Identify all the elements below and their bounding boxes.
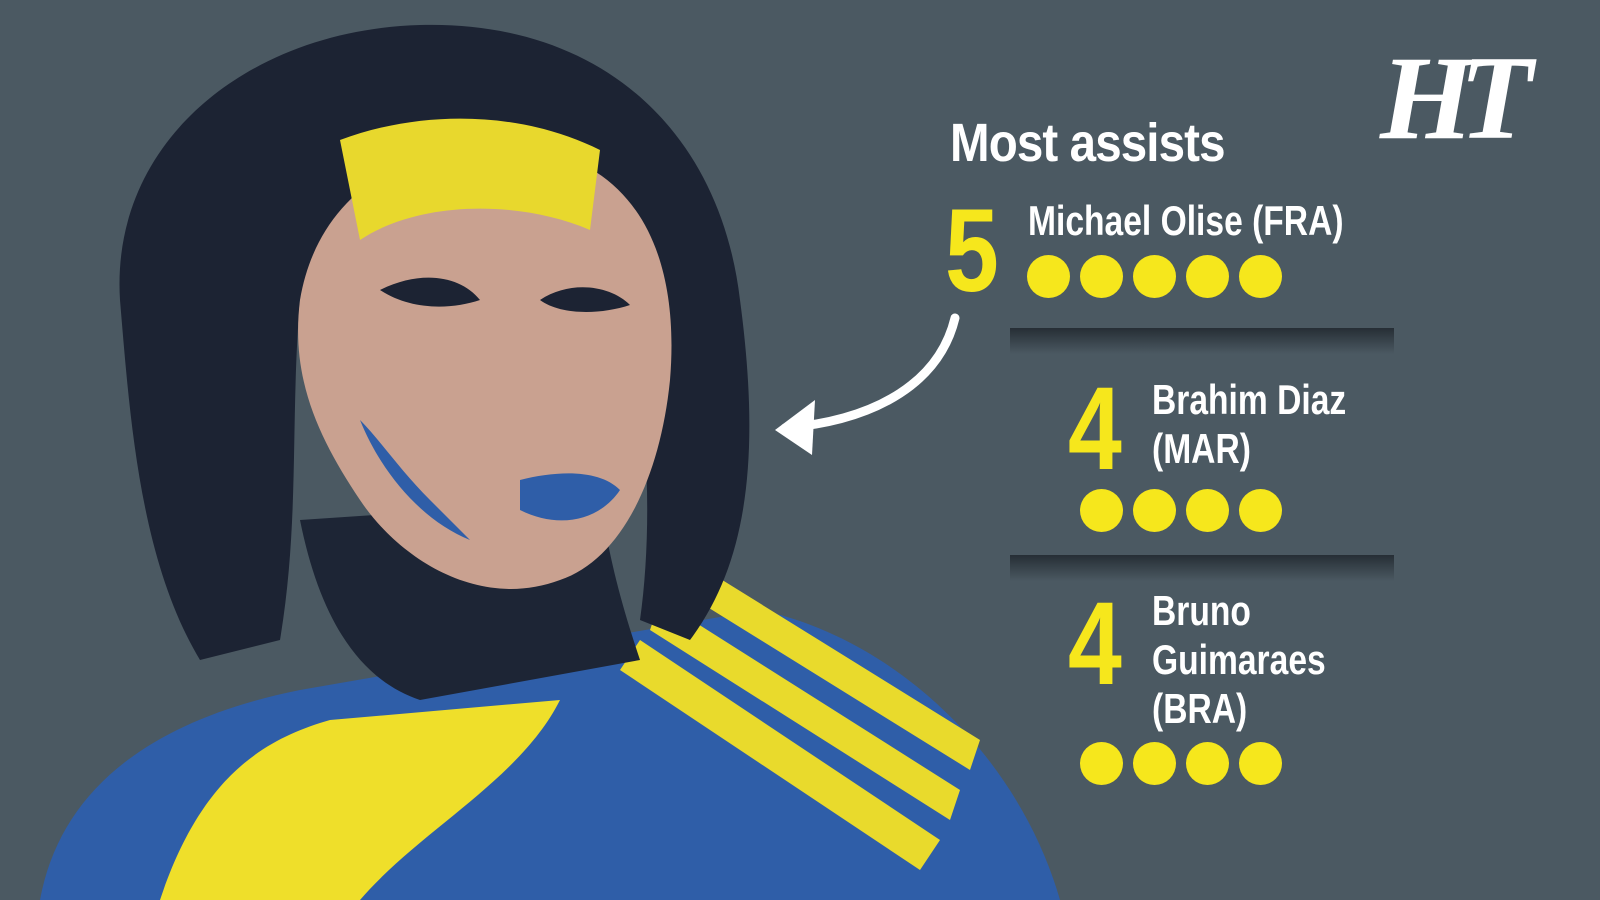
assist-dot bbox=[1133, 489, 1176, 532]
assist-dot bbox=[1133, 742, 1176, 785]
face-shadow bbox=[360, 420, 620, 540]
assist-dot bbox=[1186, 742, 1229, 785]
assist-dot bbox=[1239, 489, 1282, 532]
assist-dot bbox=[1080, 742, 1123, 785]
logo: HT bbox=[1380, 31, 1533, 164]
assist-dot bbox=[1080, 255, 1123, 298]
assist-dot bbox=[1133, 255, 1176, 298]
dots bbox=[1080, 489, 1282, 532]
eyes bbox=[380, 277, 630, 312]
assist-dot bbox=[1186, 489, 1229, 532]
assist-dot bbox=[1239, 742, 1282, 785]
player-name: Bruno Guimaraes (BRA) bbox=[1152, 587, 1326, 732]
arrow bbox=[780, 313, 960, 433]
assist-count: 4 bbox=[1068, 363, 1122, 495]
shirt-stripes bbox=[620, 560, 980, 870]
forehead bbox=[340, 118, 600, 240]
assist-count: 4 bbox=[1068, 578, 1122, 710]
assist-count: 5 bbox=[945, 185, 999, 317]
dots bbox=[1027, 255, 1282, 298]
dots bbox=[1080, 742, 1282, 785]
assist-dot bbox=[1027, 255, 1070, 298]
assist-dot bbox=[1239, 255, 1282, 298]
separator bbox=[1010, 555, 1394, 581]
arrow-head bbox=[775, 400, 815, 455]
assist-dot bbox=[1080, 489, 1123, 532]
assist-dot bbox=[1186, 255, 1229, 298]
player-name: Michael Olise (FRA) bbox=[1028, 197, 1344, 244]
shirt-yellow bbox=[160, 700, 560, 900]
separator bbox=[1010, 328, 1394, 354]
title: Most assists bbox=[950, 113, 1226, 173]
player-name: Brahim Diaz (MAR) bbox=[1152, 376, 1347, 472]
